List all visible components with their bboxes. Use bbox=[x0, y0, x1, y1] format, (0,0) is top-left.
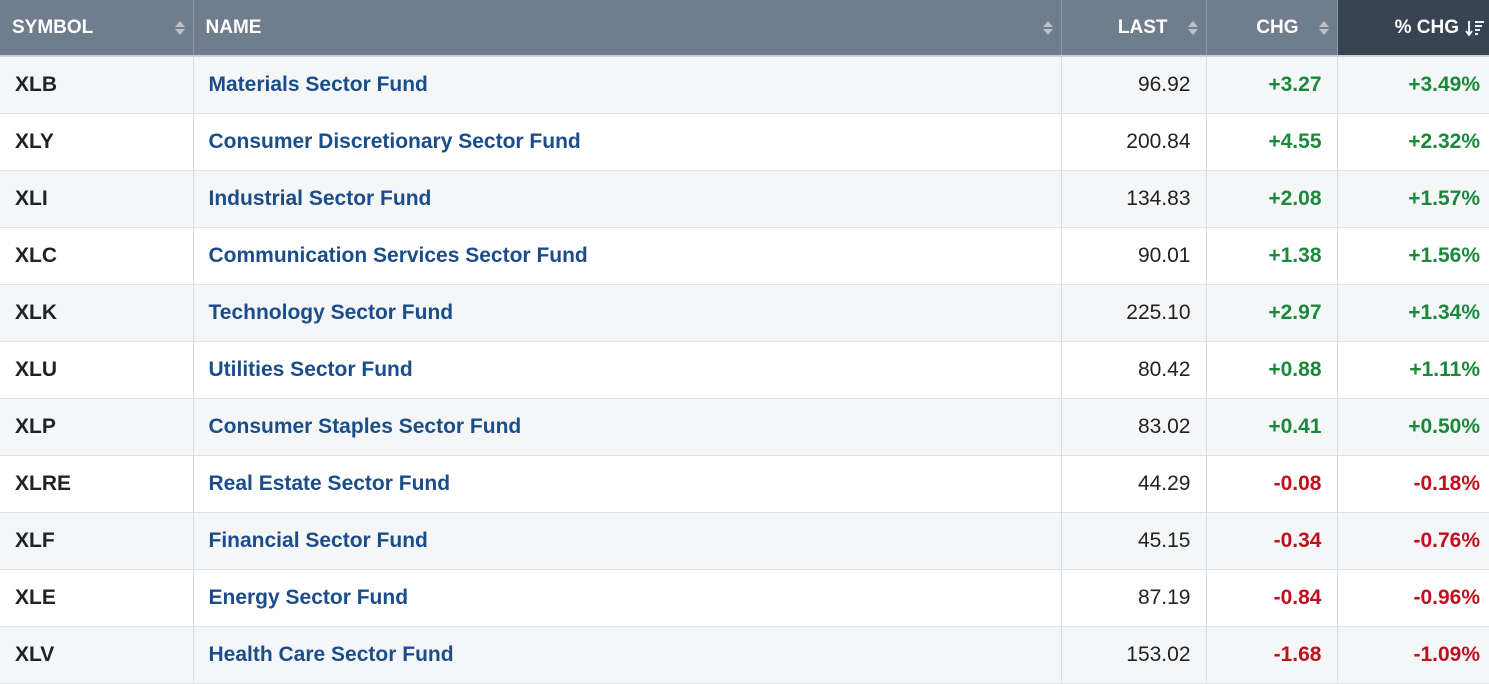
percent-change-cell: +2.32% bbox=[1337, 113, 1489, 171]
change-cell: +2.08 bbox=[1206, 170, 1338, 228]
table-row[interactable]: XLRE Real Estate Sector Fund 44.29 -0.08 -0.… bbox=[0, 455, 1489, 513]
symbol-cell: XLP bbox=[0, 398, 194, 456]
last-price-cell: 45.15 bbox=[1061, 512, 1207, 570]
name-cell: Health Care Sector Fund bbox=[193, 626, 1062, 684]
fund-name-link[interactable]: Real Estate Sector Fund bbox=[208, 472, 451, 495]
last-price-cell: 153.02 bbox=[1061, 626, 1207, 684]
fund-name-link[interactable]: Industrial Sector Fund bbox=[208, 187, 432, 210]
change-cell: +3.27 bbox=[1206, 56, 1338, 114]
change-cell: +0.88 bbox=[1206, 341, 1338, 399]
percent-change-cell: +3.49% bbox=[1337, 56, 1489, 114]
table-row[interactable]: XLF Financial Sector Fund 45.15 -0.34 -0.76% bbox=[0, 512, 1489, 570]
name-cell: Utilities Sector Fund bbox=[193, 341, 1062, 399]
change-cell: -1.68 bbox=[1206, 626, 1338, 684]
percent-change-cell: -1.09% bbox=[1337, 626, 1489, 684]
change-cell: +4.55 bbox=[1206, 113, 1338, 171]
column-header-label: NAME bbox=[205, 16, 262, 38]
symbol-cell: XLV bbox=[0, 626, 194, 684]
column-header-pct-chg[interactable]: % CHG bbox=[1337, 0, 1489, 57]
last-price-cell: 83.02 bbox=[1061, 398, 1207, 456]
sort-toggle-icon[interactable] bbox=[1317, 19, 1331, 37]
percent-change-cell: +0.50% bbox=[1337, 398, 1489, 456]
column-header-label: LAST bbox=[1117, 16, 1168, 38]
last-price-cell: 44.29 bbox=[1061, 455, 1207, 513]
percent-change-cell: +1.57% bbox=[1337, 170, 1489, 228]
last-price-cell: 90.01 bbox=[1061, 227, 1207, 285]
name-cell: Real Estate Sector Fund bbox=[193, 455, 1062, 513]
sort-toggle-icon[interactable] bbox=[1041, 19, 1055, 37]
change-cell: +2.97 bbox=[1206, 284, 1338, 342]
name-cell: Consumer Staples Sector Fund bbox=[193, 398, 1062, 456]
table-row[interactable]: XLC Communication Services Sector Fund 90.… bbox=[0, 227, 1489, 285]
change-cell: -0.08 bbox=[1206, 455, 1338, 513]
table-row[interactable]: XLI Industrial Sector Fund 134.83 +2.08 +1.5… bbox=[0, 170, 1489, 228]
table-row[interactable]: XLK Technology Sector Fund 225.10 +2.97 +1.3… bbox=[0, 284, 1489, 342]
table-header: SYMBOL NAME LAST CHG % CHG bbox=[0, 0, 1489, 57]
percent-change-cell: -0.96% bbox=[1337, 569, 1489, 627]
symbol-cell: XLU bbox=[0, 341, 194, 399]
last-price-cell: 225.10 bbox=[1061, 284, 1207, 342]
last-price-cell: 96.92 bbox=[1061, 56, 1207, 114]
symbol-cell: XLI bbox=[0, 170, 194, 228]
symbol-cell: XLF bbox=[0, 512, 194, 570]
symbol-cell: XLB bbox=[0, 56, 194, 114]
table-row[interactable]: XLB Materials Sector Fund 96.92 +3.27 +3.49% bbox=[0, 56, 1489, 114]
column-header-label: % CHG bbox=[1394, 16, 1459, 38]
table-row[interactable]: XLE Energy Sector Fund 87.19 -0.84 -0.96% bbox=[0, 569, 1489, 627]
fund-name-link[interactable]: Consumer Staples Sector Fund bbox=[208, 415, 522, 438]
sort-descending-icon[interactable] bbox=[1465, 19, 1485, 37]
column-header-last[interactable]: LAST bbox=[1061, 0, 1207, 57]
name-cell: Financial Sector Fund bbox=[193, 512, 1062, 570]
change-cell: -0.84 bbox=[1206, 569, 1338, 627]
sort-toggle-icon[interactable] bbox=[173, 19, 187, 37]
table-body: XLB Materials Sector Fund 96.92 +3.27 +3.49%… bbox=[0, 56, 1489, 684]
fund-name-link[interactable]: Communication Services Sector Fund bbox=[208, 244, 588, 267]
name-cell: Industrial Sector Fund bbox=[193, 170, 1062, 228]
change-cell: +0.41 bbox=[1206, 398, 1338, 456]
name-cell: Communication Services Sector Fund bbox=[193, 227, 1062, 285]
fund-name-link[interactable]: Materials Sector Fund bbox=[208, 73, 428, 96]
name-cell: Technology Sector Fund bbox=[193, 284, 1062, 342]
column-header-label: SYMBOL bbox=[12, 16, 94, 38]
symbol-cell: XLC bbox=[0, 227, 194, 285]
name-cell: Materials Sector Fund bbox=[193, 56, 1062, 114]
table-row[interactable]: XLY Consumer Discretionary Sector Fund 200… bbox=[0, 113, 1489, 171]
sort-toggle-icon[interactable] bbox=[1186, 19, 1200, 37]
last-price-cell: 200.84 bbox=[1061, 113, 1207, 171]
symbol-cell: XLK bbox=[0, 284, 194, 342]
fund-name-link[interactable]: Consumer Discretionary Sector Fund bbox=[208, 130, 581, 153]
last-price-cell: 134.83 bbox=[1061, 170, 1207, 228]
name-cell: Energy Sector Fund bbox=[193, 569, 1062, 627]
percent-change-cell: +1.11% bbox=[1337, 341, 1489, 399]
last-price-cell: 87.19 bbox=[1061, 569, 1207, 627]
table-row[interactable]: XLU Utilities Sector Fund 80.42 +0.88 +1.11% bbox=[0, 341, 1489, 399]
change-cell: +1.38 bbox=[1206, 227, 1338, 285]
fund-name-link[interactable]: Financial Sector Fund bbox=[208, 529, 428, 552]
table-row[interactable]: XLP Consumer Staples Sector Fund 83.02 +0.4… bbox=[0, 398, 1489, 456]
percent-change-cell: +1.56% bbox=[1337, 227, 1489, 285]
percent-change-cell: -0.18% bbox=[1337, 455, 1489, 513]
column-header-label: CHG bbox=[1256, 16, 1299, 38]
symbol-cell: XLY bbox=[0, 113, 194, 171]
symbol-cell: XLE bbox=[0, 569, 194, 627]
fund-name-link[interactable]: Utilities Sector Fund bbox=[208, 358, 413, 381]
fund-name-link[interactable]: Technology Sector Fund bbox=[208, 301, 454, 324]
column-header-chg[interactable]: CHG bbox=[1206, 0, 1338, 57]
fund-name-link[interactable]: Energy Sector Fund bbox=[208, 586, 409, 609]
symbol-cell: XLRE bbox=[0, 455, 194, 513]
percent-change-cell: +1.34% bbox=[1337, 284, 1489, 342]
name-cell: Consumer Discretionary Sector Fund bbox=[193, 113, 1062, 171]
table-row[interactable]: XLV Health Care Sector Fund 153.02 -1.68 -1.… bbox=[0, 626, 1489, 684]
percent-change-cell: -0.76% bbox=[1337, 512, 1489, 570]
last-price-cell: 80.42 bbox=[1061, 341, 1207, 399]
fund-name-link[interactable]: Health Care Sector Fund bbox=[208, 643, 454, 666]
column-header-name[interactable]: NAME bbox=[193, 0, 1062, 57]
column-header-symbol[interactable]: SYMBOL bbox=[0, 0, 194, 57]
change-cell: -0.34 bbox=[1206, 512, 1338, 570]
